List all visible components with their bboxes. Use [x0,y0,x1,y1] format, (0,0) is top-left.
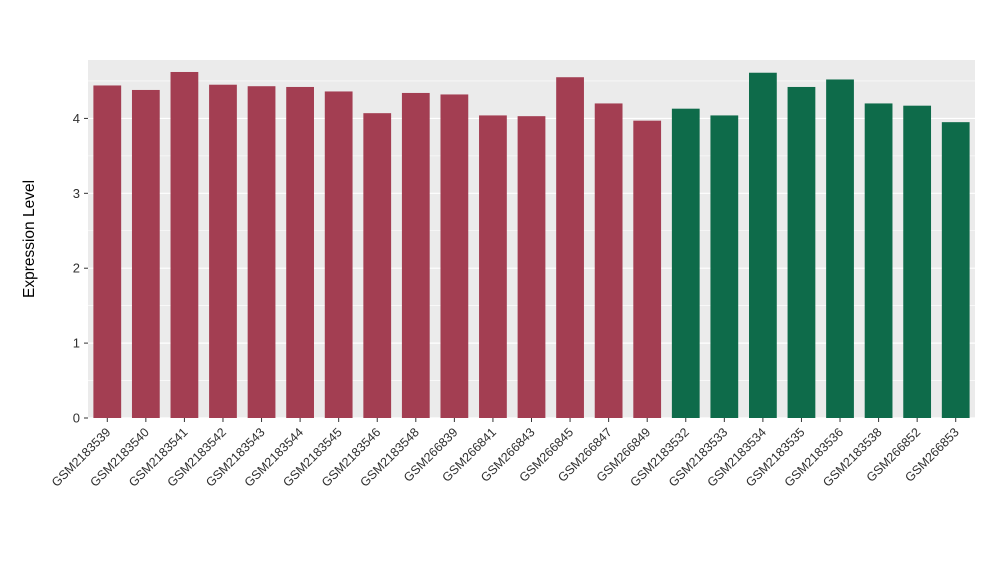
bar [556,77,584,418]
bar [440,94,469,419]
bar [710,115,739,418]
bar [903,105,932,419]
bar [749,72,777,419]
bar [787,86,816,418]
y-tick-label: 2 [73,261,80,276]
bar [826,79,854,418]
bar [131,89,160,418]
bar [170,71,199,418]
bar [594,103,623,418]
bar [93,85,122,419]
bar [633,120,662,418]
bar [864,103,893,418]
bar [324,91,353,419]
bar [247,86,276,419]
bar [671,108,700,418]
bar [209,84,237,418]
y-tick-label: 4 [73,111,80,126]
y-tick-label: 0 [73,411,80,426]
bar [479,115,507,418]
bar [941,122,970,418]
bar [401,92,430,418]
bar [517,116,546,419]
y-axis-title: Expression Level [21,180,38,298]
y-tick-label: 1 [73,336,80,351]
y-tick-label: 3 [73,186,80,201]
bar [286,86,314,418]
bar [363,113,392,419]
